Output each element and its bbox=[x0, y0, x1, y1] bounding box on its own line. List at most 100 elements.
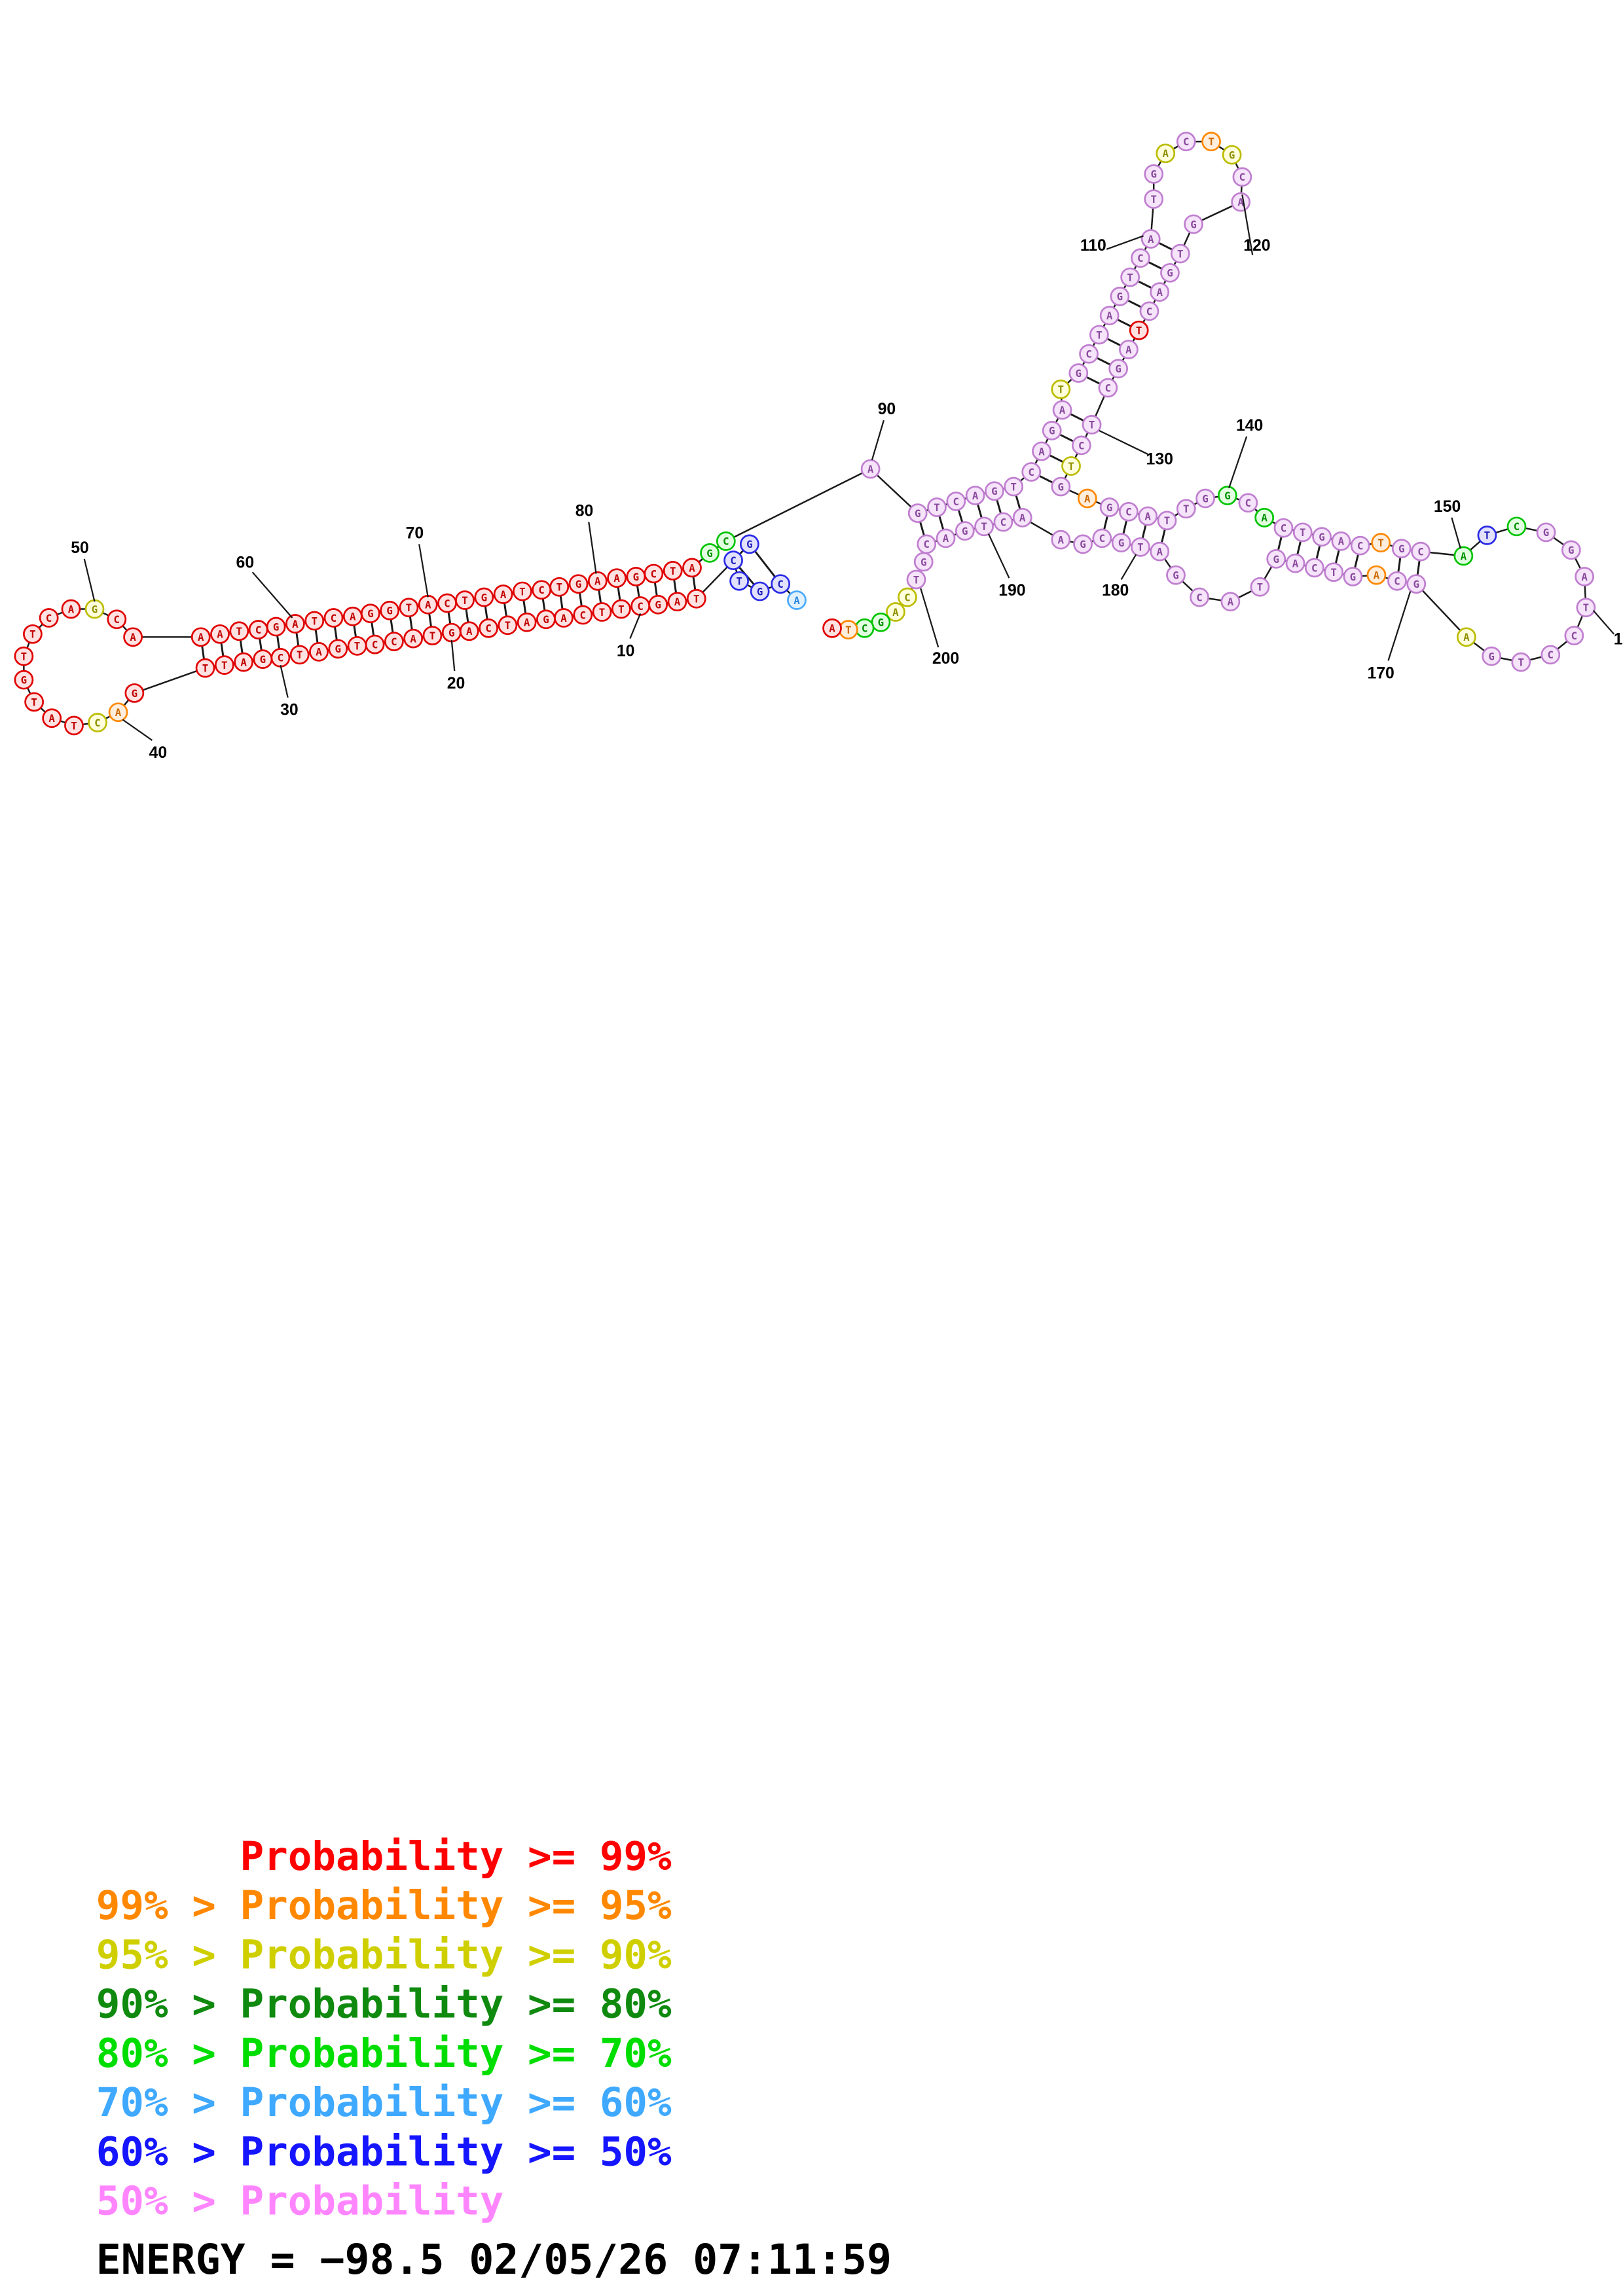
nucleotide bbox=[360, 603, 380, 624]
nucleotide bbox=[493, 584, 513, 604]
nucleotide bbox=[459, 621, 479, 641]
nucleotide bbox=[1232, 167, 1252, 187]
energy-text: ENERGY = −98.5 02/05/26 07:11:59 bbox=[96, 2235, 892, 2284]
nucleotide bbox=[886, 602, 905, 622]
nucleotide bbox=[23, 624, 43, 644]
nucleotide bbox=[1190, 587, 1209, 607]
position-label-pointer bbox=[280, 664, 289, 698]
nucleotide bbox=[328, 639, 348, 659]
nucleotide bbox=[1099, 497, 1120, 517]
nucleotide bbox=[309, 641, 329, 662]
nucleotide bbox=[644, 564, 664, 584]
nucleotide bbox=[1331, 531, 1351, 551]
nucleotide bbox=[1140, 229, 1161, 249]
nucleotide bbox=[1453, 546, 1474, 566]
position-label: 200 bbox=[932, 650, 959, 668]
nucleotide bbox=[822, 618, 842, 638]
nucleotide bbox=[667, 592, 687, 612]
position-label: 70 bbox=[406, 524, 424, 542]
nucleotide bbox=[985, 481, 1004, 501]
nucleotide bbox=[1068, 363, 1089, 383]
nucleotide bbox=[1150, 541, 1170, 562]
position-label: 10 bbox=[617, 643, 635, 660]
nucleotide bbox=[270, 647, 291, 668]
nucleotide bbox=[917, 534, 937, 554]
position-label: 150 bbox=[1434, 498, 1461, 516]
nucleotide bbox=[1482, 646, 1502, 666]
nucleotide bbox=[266, 617, 286, 637]
nucleotide bbox=[498, 615, 518, 636]
nucleotide bbox=[871, 612, 891, 632]
position-label: 140 bbox=[1236, 417, 1263, 435]
nucleotide bbox=[1217, 486, 1237, 505]
nucleotide bbox=[611, 599, 631, 619]
nucleotide bbox=[927, 497, 947, 517]
nucleotide bbox=[1012, 507, 1032, 528]
nucleotide bbox=[1292, 522, 1313, 543]
position-label: 20 bbox=[447, 675, 465, 692]
legend-line: 60% > Probability >= 50% bbox=[96, 2129, 672, 2175]
nucleotide bbox=[587, 571, 608, 591]
nucleotide bbox=[1092, 528, 1112, 548]
position-label-pointer bbox=[1592, 610, 1615, 635]
nucleotide bbox=[1411, 541, 1431, 562]
nucleotide bbox=[14, 670, 34, 690]
nucleotide bbox=[1304, 558, 1324, 578]
nucleotide bbox=[1098, 378, 1118, 398]
nucleotide bbox=[1254, 507, 1275, 528]
nucleotide bbox=[1051, 379, 1071, 399]
nucleotide bbox=[84, 599, 105, 619]
nucleotide bbox=[24, 692, 45, 712]
nucleotide bbox=[913, 552, 934, 572]
nucleotide bbox=[955, 521, 975, 541]
nucleotide bbox=[1266, 549, 1286, 569]
nucleotide bbox=[906, 569, 926, 590]
legend-line: 70% > Probability >= 60% bbox=[96, 2080, 672, 2126]
nucleotide bbox=[1312, 527, 1332, 547]
position-label: 50 bbox=[71, 539, 89, 557]
nucleotide bbox=[1366, 565, 1387, 585]
position-label-pointer bbox=[418, 544, 429, 598]
nucleotide bbox=[554, 608, 574, 628]
nucleotide bbox=[191, 627, 211, 647]
nucleotide bbox=[936, 528, 956, 548]
nucleotide bbox=[663, 561, 683, 581]
nucleotide bbox=[1350, 535, 1370, 556]
nucleotide bbox=[1176, 499, 1196, 519]
nucleotide bbox=[474, 587, 494, 607]
nucleotide bbox=[513, 581, 532, 601]
nucleotide bbox=[214, 655, 234, 675]
nucleotide bbox=[1042, 421, 1062, 440]
nucleotide bbox=[750, 581, 770, 601]
nucleotide bbox=[365, 634, 385, 655]
nucleotide bbox=[1119, 340, 1139, 359]
nucleotide bbox=[1273, 518, 1294, 538]
nucleotide bbox=[1071, 435, 1091, 456]
position-label-pointer bbox=[122, 719, 153, 741]
nucleotide bbox=[1477, 525, 1497, 545]
nucleotide bbox=[1129, 320, 1149, 340]
nucleotide bbox=[1144, 189, 1164, 209]
position-label: 60 bbox=[236, 554, 255, 571]
nucleotide bbox=[716, 531, 736, 551]
nucleotide bbox=[1506, 516, 1527, 537]
nucleotide bbox=[1099, 306, 1120, 326]
legend-line: Probability >= 99% bbox=[96, 1834, 672, 1880]
position-label-pointer bbox=[1451, 517, 1461, 549]
nucleotide bbox=[1238, 493, 1258, 513]
nucleotide bbox=[592, 602, 612, 622]
nucleotide bbox=[898, 587, 917, 607]
position-label-pointer bbox=[629, 613, 642, 639]
nucleotide bbox=[965, 486, 985, 505]
legend-line: 90% > Probability >= 80% bbox=[96, 1982, 672, 2028]
nucleotide bbox=[1195, 488, 1215, 509]
nucleotide bbox=[1110, 286, 1130, 306]
nucleotide bbox=[1166, 565, 1186, 585]
nucleotide bbox=[108, 702, 128, 723]
nucleotide bbox=[1576, 598, 1596, 618]
nucleotide bbox=[1079, 344, 1099, 364]
nucleotide bbox=[1201, 132, 1221, 152]
nucleotide bbox=[1073, 534, 1093, 554]
nucleotide bbox=[1131, 248, 1150, 268]
